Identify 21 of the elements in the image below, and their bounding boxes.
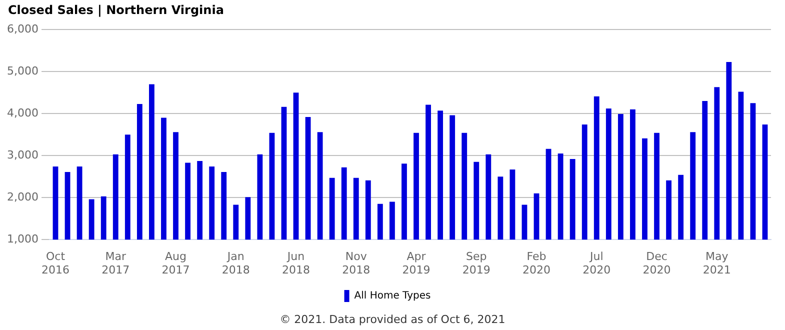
- x-tick-label: Sep 2019: [462, 250, 490, 276]
- x-tick-label: May 2021: [702, 250, 731, 276]
- y-tick-label: 6,000: [6, 22, 38, 36]
- text: © 2021. Data provided as of Oct 6, 2021: [278, 313, 506, 326]
- y-tick-label: 5,000: [6, 64, 38, 78]
- x-tick-label: Aug 2017: [162, 250, 190, 276]
- chart-title: Closed Sales | Northern Virginia: [8, 3, 224, 17]
- x-tick-label: Mar 2017: [102, 250, 130, 276]
- x-tick-label: Dec 2020: [642, 250, 671, 276]
- x-tick-label: Jan 2018: [222, 250, 250, 276]
- x-tick-label: Feb 2020: [522, 250, 551, 276]
- y-tick-label: 3,000: [6, 148, 38, 162]
- x-tick-label: Nov 2018: [342, 250, 370, 276]
- y-tick-label: 2,000: [6, 190, 38, 204]
- y-tick-label: 1,000: [6, 232, 38, 246]
- x-tick-label: Jun 2018: [282, 250, 310, 276]
- legend-label: All Home Types: [354, 290, 431, 302]
- x-tick-label: Apr 2019: [402, 250, 430, 276]
- y-tick-label: 4,000: [6, 106, 38, 120]
- x-tick-label: Oct 2016: [42, 250, 70, 276]
- x-tick-label: Jul 2020: [582, 250, 611, 276]
